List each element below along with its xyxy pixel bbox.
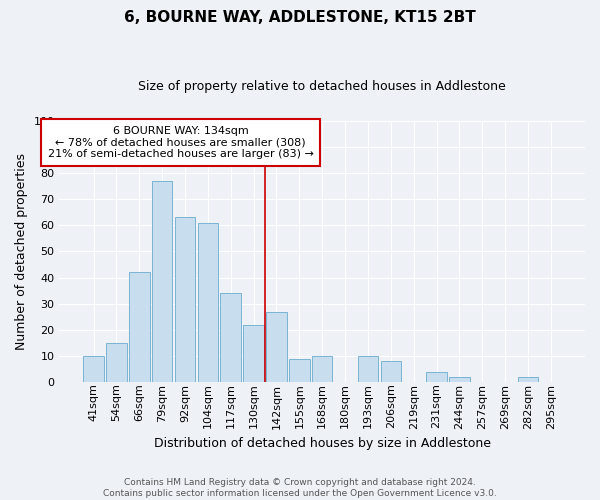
Bar <box>358 356 378 382</box>
Bar <box>152 180 172 382</box>
Bar <box>289 358 310 382</box>
Bar <box>83 356 104 382</box>
Bar <box>129 272 149 382</box>
Bar <box>175 218 196 382</box>
X-axis label: Distribution of detached houses by size in Addlestone: Distribution of detached houses by size … <box>154 437 491 450</box>
Bar <box>312 356 332 382</box>
Bar <box>197 222 218 382</box>
Bar <box>426 372 447 382</box>
Bar <box>449 377 470 382</box>
Bar <box>518 377 538 382</box>
Text: 6, BOURNE WAY, ADDLESTONE, KT15 2BT: 6, BOURNE WAY, ADDLESTONE, KT15 2BT <box>124 10 476 25</box>
Bar <box>220 293 241 382</box>
Bar <box>106 343 127 382</box>
Title: Size of property relative to detached houses in Addlestone: Size of property relative to detached ho… <box>139 80 506 93</box>
Y-axis label: Number of detached properties: Number of detached properties <box>15 153 28 350</box>
Bar <box>380 361 401 382</box>
Text: Contains HM Land Registry data © Crown copyright and database right 2024.
Contai: Contains HM Land Registry data © Crown c… <box>103 478 497 498</box>
Bar <box>266 312 287 382</box>
Bar <box>244 324 264 382</box>
Text: 6 BOURNE WAY: 134sqm
← 78% of detached houses are smaller (308)
21% of semi-deta: 6 BOURNE WAY: 134sqm ← 78% of detached h… <box>47 126 313 159</box>
